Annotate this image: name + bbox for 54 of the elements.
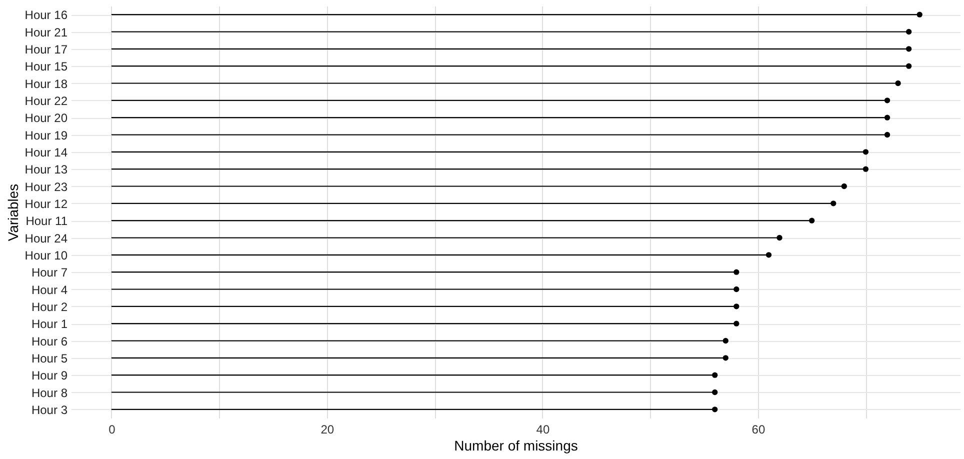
y-tick-label: Hour 24 — [24, 231, 68, 246]
point — [906, 28, 912, 35]
point — [734, 304, 740, 310]
point — [734, 320, 740, 326]
point — [906, 63, 912, 69]
y-tick-label: Hour 5 — [31, 351, 68, 366]
point — [895, 80, 901, 86]
x-tick-label: 60 — [752, 422, 766, 436]
point — [776, 234, 782, 241]
point — [862, 166, 869, 172]
y-tick-label: Hour 1 — [31, 317, 68, 332]
y-tick-label: Hour 7 — [31, 266, 68, 280]
point — [712, 389, 718, 396]
point — [809, 218, 815, 224]
x-tick-label: 40 — [536, 422, 550, 436]
point — [712, 372, 718, 378]
y-tick-label: Hour 15 — [24, 60, 68, 74]
point — [884, 114, 890, 120]
point — [884, 98, 890, 104]
y-tick-label: Hour 13 — [24, 162, 68, 177]
y-tick-label: Hour 8 — [31, 386, 68, 400]
x-axis-title: Number of missings — [454, 438, 578, 454]
y-tick-label: Hour 2 — [31, 300, 68, 314]
y-tick-label: Hour 14 — [24, 145, 68, 160]
y-tick-label: Hour 4 — [31, 282, 68, 297]
y-tick-label: Hour 12 — [24, 196, 68, 211]
y-tick-label: Hour 21 — [24, 25, 68, 40]
point — [906, 46, 912, 52]
y-tick-label: Hour 9 — [31, 368, 68, 383]
y-tick-label: Hour 20 — [24, 111, 68, 126]
point — [916, 12, 922, 18]
x-tick-label: 0 — [108, 422, 116, 436]
point — [722, 355, 728, 361]
point — [830, 200, 836, 206]
y-tick-label: Hour 10 — [24, 248, 68, 262]
point — [884, 132, 890, 138]
point — [734, 286, 740, 292]
point — [722, 338, 728, 344]
y-axis-title: Variables — [4, 184, 21, 242]
point — [766, 252, 772, 258]
y-tick-label: Hour 16 — [24, 8, 68, 22]
x-tick-label: 20 — [320, 422, 334, 436]
y-tick-label: Hour 18 — [24, 76, 68, 91]
y-tick-label: Hour 11 — [26, 214, 68, 228]
y-tick-label: Hour 19 — [24, 128, 68, 142]
point — [712, 406, 718, 412]
y-tick-label: Hour 23 — [24, 180, 68, 194]
point — [734, 269, 740, 275]
y-tick-label: Hour 17 — [24, 42, 68, 56]
y-tick-label: Hour 3 — [31, 402, 68, 417]
point — [862, 149, 869, 155]
y-tick-label: Hour 6 — [31, 334, 68, 348]
point — [841, 183, 847, 190]
y-tick-label: Hour 22 — [24, 94, 68, 108]
